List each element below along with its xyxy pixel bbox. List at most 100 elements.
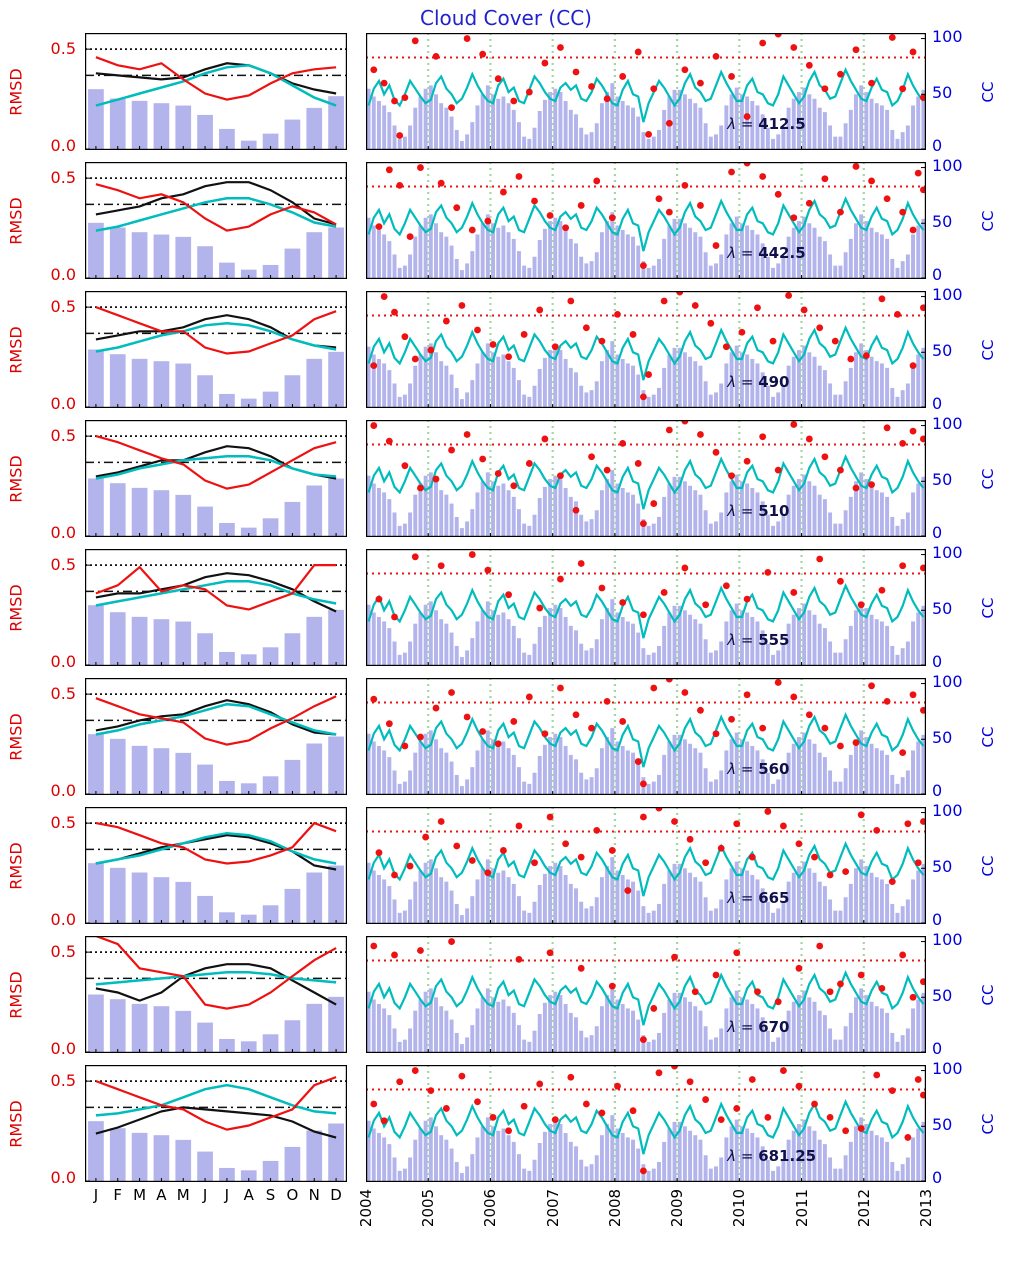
cc-bar bbox=[605, 995, 610, 1053]
cc-bar bbox=[548, 221, 553, 279]
cc-bar bbox=[682, 868, 687, 924]
cc-bar bbox=[750, 1003, 755, 1053]
cc-bar bbox=[366, 217, 371, 279]
cc-bar bbox=[376, 100, 381, 150]
cc-bar bbox=[449, 1019, 454, 1053]
right-panel-svg: λ = 490 bbox=[366, 291, 926, 408]
red-dot bbox=[790, 44, 798, 51]
red-dot bbox=[588, 724, 595, 732]
year-tick-label: 2009 bbox=[668, 1188, 687, 1228]
cc-bar bbox=[859, 859, 864, 924]
red-dot bbox=[577, 853, 585, 861]
panel-spine bbox=[85, 807, 347, 924]
cc-bar bbox=[781, 1030, 786, 1053]
cc-bar bbox=[397, 138, 402, 150]
cc-bar bbox=[153, 234, 170, 279]
cc-bar bbox=[480, 1126, 485, 1182]
cc-bar bbox=[491, 610, 496, 666]
left-panel-svg bbox=[85, 162, 347, 279]
cc-bar bbox=[864, 1124, 869, 1182]
cc-bar bbox=[828, 383, 833, 408]
cc-bar bbox=[625, 879, 630, 924]
cc-bar bbox=[812, 1001, 817, 1053]
cc-bar bbox=[776, 521, 781, 537]
red-dot bbox=[391, 308, 398, 316]
cc-bar bbox=[693, 232, 698, 279]
cc-bar bbox=[516, 1025, 521, 1053]
year-tick-label: 2008 bbox=[605, 1188, 624, 1228]
right-axis-gutter: 100 50 0 CC bbox=[926, 415, 1012, 542]
red-dot bbox=[774, 679, 782, 686]
cc-bar bbox=[750, 487, 755, 537]
rmsd-tick-label: 0.0 bbox=[50, 1168, 76, 1187]
cc-bar bbox=[734, 861, 739, 924]
cc-bar bbox=[584, 1037, 589, 1053]
cc-bar bbox=[444, 1139, 449, 1182]
cc-bar bbox=[454, 903, 459, 924]
cc-bar bbox=[890, 774, 895, 795]
red-dot bbox=[417, 947, 424, 954]
red-dot bbox=[857, 811, 865, 819]
left-axis-gutter: RMSD 0.5 0.0 bbox=[0, 936, 85, 1058]
cc-bar bbox=[838, 1168, 843, 1182]
cc-bar bbox=[631, 494, 636, 537]
cc-bar bbox=[812, 227, 817, 279]
cc-bar bbox=[376, 487, 381, 537]
cc-bar bbox=[620, 874, 625, 924]
cc-bar bbox=[449, 632, 454, 666]
cc-bar bbox=[516, 1154, 521, 1182]
cc-bar bbox=[392, 383, 397, 408]
cc-bar bbox=[900, 906, 905, 924]
month-tick-label: F bbox=[113, 1186, 123, 1204]
red-dot bbox=[463, 713, 471, 721]
cc-bar bbox=[262, 776, 279, 795]
cc-bar bbox=[563, 487, 568, 537]
cc-bar bbox=[574, 501, 578, 537]
cc-bar bbox=[688, 227, 693, 279]
cc-bar bbox=[574, 114, 578, 150]
panel-spine bbox=[366, 1065, 926, 1182]
cc-bar bbox=[408, 770, 413, 795]
cc-bar bbox=[511, 109, 516, 150]
cc-tick-label: 50 bbox=[932, 83, 953, 102]
cc-bar bbox=[781, 127, 786, 150]
cc-bar bbox=[459, 915, 464, 924]
cyan-line bbox=[367, 67, 925, 123]
red-dot bbox=[494, 470, 502, 477]
right-panel-svg: λ = 560 bbox=[366, 678, 926, 795]
year-tick-label: 2007 bbox=[543, 1188, 562, 1228]
red-dot bbox=[728, 73, 735, 80]
panel-spine bbox=[85, 549, 347, 666]
cc-bar bbox=[636, 1019, 641, 1053]
cc-tick-label: 50 bbox=[932, 212, 953, 231]
cc-bar bbox=[434, 997, 438, 1053]
cc-bar bbox=[589, 1164, 594, 1182]
cc-bar bbox=[729, 481, 734, 537]
red-dot bbox=[463, 35, 471, 42]
red-dot bbox=[857, 601, 865, 609]
cc-bar bbox=[874, 490, 879, 537]
left-axis-gutter: RMSD 0.5 0.0 bbox=[0, 420, 85, 542]
right-axis-gutter: 100 50 0 CC bbox=[926, 286, 1012, 413]
cc-bar bbox=[434, 739, 438, 795]
right-axis-gutter: 100 50 0 CC bbox=[926, 1060, 1012, 1187]
red-dot bbox=[525, 460, 533, 467]
cc-bar bbox=[522, 136, 527, 150]
cc-bar bbox=[848, 1141, 853, 1182]
cc-bar bbox=[854, 739, 858, 795]
cc-bar bbox=[574, 759, 578, 795]
cc-bar bbox=[656, 903, 661, 924]
black-line bbox=[95, 62, 337, 95]
red-dot bbox=[510, 718, 518, 725]
red-dot bbox=[712, 53, 720, 60]
cc-bar bbox=[449, 503, 454, 537]
cc-tick-label: 50 bbox=[932, 728, 953, 747]
cc-bar bbox=[807, 94, 812, 150]
cc-bar bbox=[843, 381, 848, 408]
red-dot bbox=[785, 292, 792, 299]
cc-bar bbox=[620, 616, 625, 666]
cc-bar bbox=[392, 641, 397, 666]
cc-bar bbox=[579, 127, 584, 150]
cc-bar bbox=[584, 263, 589, 279]
